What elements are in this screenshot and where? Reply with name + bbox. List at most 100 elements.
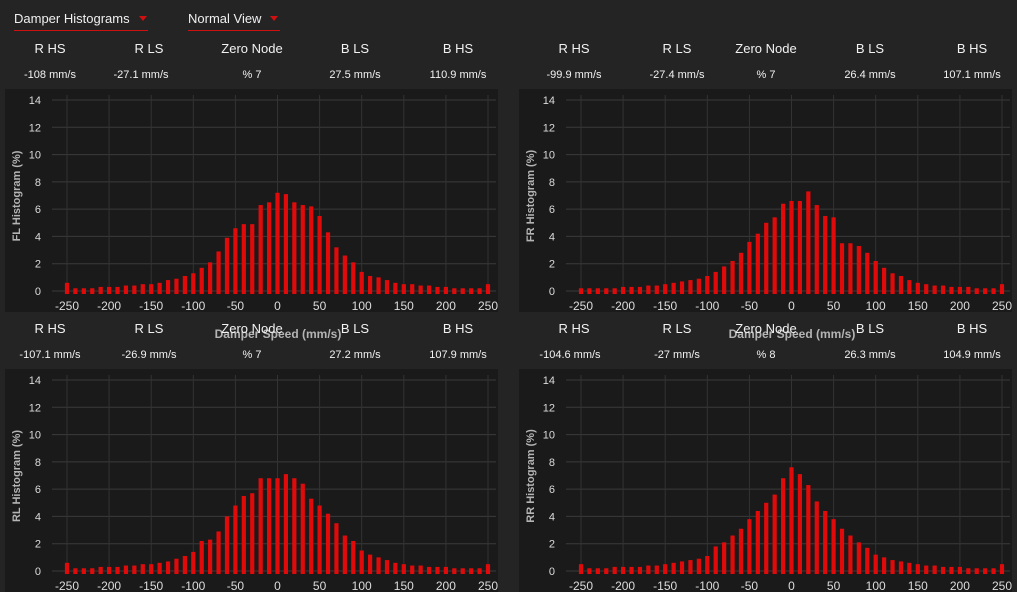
histogram-bar bbox=[182, 275, 187, 294]
x-tick-label: 150 bbox=[908, 299, 928, 313]
histogram-bar bbox=[856, 542, 861, 574]
x-tick-label: 100 bbox=[352, 579, 372, 592]
x-tick-label: -100 bbox=[695, 299, 719, 313]
view-mode-select[interactable]: Normal View bbox=[188, 6, 280, 31]
histogram-bar bbox=[839, 243, 845, 294]
stat-value-b-hs: 104.9 mm/s bbox=[943, 349, 1001, 361]
histogram-bar bbox=[663, 284, 668, 294]
histogram-bar bbox=[907, 562, 912, 574]
histogram-type-label: Damper Histograms bbox=[14, 10, 130, 26]
histogram-bar bbox=[485, 284, 491, 294]
y-tick-label: 0 bbox=[35, 286, 41, 298]
histogram-bar bbox=[149, 564, 154, 574]
histogram-bar bbox=[949, 566, 954, 574]
histogram-bar bbox=[873, 554, 878, 574]
bar-series bbox=[578, 191, 1005, 294]
histogram-bar bbox=[300, 483, 305, 574]
histogram-bar bbox=[671, 562, 676, 574]
histogram-bar bbox=[115, 286, 120, 294]
histogram-bar bbox=[401, 284, 406, 294]
histogram-bar bbox=[376, 557, 381, 574]
histogram-bar bbox=[848, 535, 853, 574]
stats-value-row: -107.1 mm/s -26.9 mm/s % 7 27.2 mm/s 107… bbox=[0, 349, 499, 369]
stat-header-r-hs: R HS bbox=[34, 41, 66, 56]
histogram-bar bbox=[578, 564, 584, 574]
histogram-bar bbox=[966, 568, 971, 574]
x-tick-label: -100 bbox=[181, 579, 205, 592]
histogram-bar bbox=[814, 501, 819, 574]
stat-value-b-ls: 27.5 mm/s bbox=[329, 69, 381, 81]
stat-value-r-hs: -107.1 mm/s bbox=[19, 349, 81, 361]
y-axis-ticks: 0 2 4 6 8 10 12 14 bbox=[543, 95, 555, 298]
histogram-bar bbox=[730, 260, 735, 294]
histogram-bar bbox=[696, 278, 701, 294]
histogram-bar bbox=[924, 565, 929, 574]
histogram-bar bbox=[342, 535, 347, 574]
histogram-bar bbox=[317, 505, 322, 574]
x-tick-label: -150 bbox=[139, 579, 163, 592]
y-axis-label: RL Histogram (%) bbox=[11, 430, 23, 522]
histogram-bar bbox=[64, 562, 70, 574]
histogram-bar bbox=[882, 267, 887, 294]
histogram-bar bbox=[258, 205, 263, 294]
histogram-bar bbox=[123, 565, 129, 574]
histogram-bar bbox=[974, 568, 979, 574]
histogram-bar bbox=[199, 540, 204, 574]
histogram-bar bbox=[325, 513, 331, 574]
stat-header-b-ls: B LS bbox=[340, 321, 370, 336]
x-tick-label: -200 bbox=[97, 579, 121, 592]
bar-series bbox=[64, 192, 491, 294]
rl-histogram-chart: 0 2 4 6 8 10 12 14 -250 -200 -150 -100 -50 0 50 100 150 2… bbox=[11, 375, 498, 592]
histogram-bar bbox=[342, 255, 347, 294]
stat-value-r-ls: -26.9 mm/s bbox=[121, 349, 177, 361]
histogram-bar bbox=[848, 243, 853, 294]
histogram-bar bbox=[604, 288, 609, 294]
x-axis-ticks: -250 -200 -150 -100 -50 0 50 100 150 200 250 bbox=[55, 579, 498, 592]
y-tick-label: 6 bbox=[35, 204, 41, 216]
x-tick-label: -50 bbox=[227, 299, 245, 313]
y-tick-label: 4 bbox=[35, 511, 41, 523]
panel-fr: R HS R LS Zero Node B LS B HS -99.9 mm/s… bbox=[514, 37, 1013, 341]
x-tick-label: -50 bbox=[741, 579, 759, 592]
histogram-bar bbox=[738, 528, 744, 574]
histogram-bar bbox=[452, 288, 457, 294]
stat-header-b-ls: B LS bbox=[855, 41, 885, 56]
histogram-bar bbox=[646, 285, 651, 294]
histogram-bar bbox=[376, 277, 381, 294]
histogram-bar bbox=[865, 252, 870, 294]
histogram-bar bbox=[772, 494, 777, 574]
x-tick-label: -250 bbox=[569, 299, 593, 313]
x-tick-label: -50 bbox=[227, 579, 245, 592]
stat-value-b-ls: 26.4 mm/s bbox=[844, 69, 896, 81]
grid-lines bbox=[566, 95, 1010, 292]
stat-header-r-ls: R LS bbox=[134, 41, 164, 56]
histogram-bar bbox=[797, 474, 803, 574]
stat-value-zero-node: % 7 bbox=[756, 69, 776, 81]
histogram-bar bbox=[275, 478, 280, 574]
histogram-type-select[interactable]: Damper Histograms bbox=[14, 6, 148, 31]
x-tick-label: 50 bbox=[313, 299, 327, 313]
histogram-bar bbox=[637, 566, 643, 574]
histogram-bar bbox=[384, 560, 390, 574]
histogram-bar bbox=[797, 200, 803, 294]
stat-header-r-ls: R LS bbox=[662, 321, 692, 336]
stat-header-zero-node: Zero Node bbox=[735, 321, 797, 336]
histogram-bar bbox=[452, 568, 457, 574]
y-tick-label: 10 bbox=[543, 150, 555, 162]
histogram-bar bbox=[679, 281, 685, 294]
histogram-bar bbox=[182, 555, 187, 574]
x-tick-label: -100 bbox=[181, 299, 205, 313]
y-tick-label: 8 bbox=[35, 457, 41, 469]
histogram-bar bbox=[587, 568, 592, 574]
histogram-bar bbox=[671, 282, 676, 294]
x-tick-label: 50 bbox=[827, 299, 841, 313]
y-tick-label: 12 bbox=[29, 122, 41, 134]
y-tick-label: 4 bbox=[549, 231, 555, 243]
histogram-bar bbox=[191, 551, 196, 574]
y-tick-label: 2 bbox=[35, 259, 41, 271]
grid-lines bbox=[52, 375, 496, 572]
stat-header-b-ls: B LS bbox=[855, 321, 885, 336]
x-axis-ticks: -250 -200 -150 -100 -50 0 50 100 150 200 250 bbox=[55, 299, 498, 313]
histogram-bar bbox=[604, 568, 609, 574]
histogram-bar bbox=[149, 284, 154, 294]
